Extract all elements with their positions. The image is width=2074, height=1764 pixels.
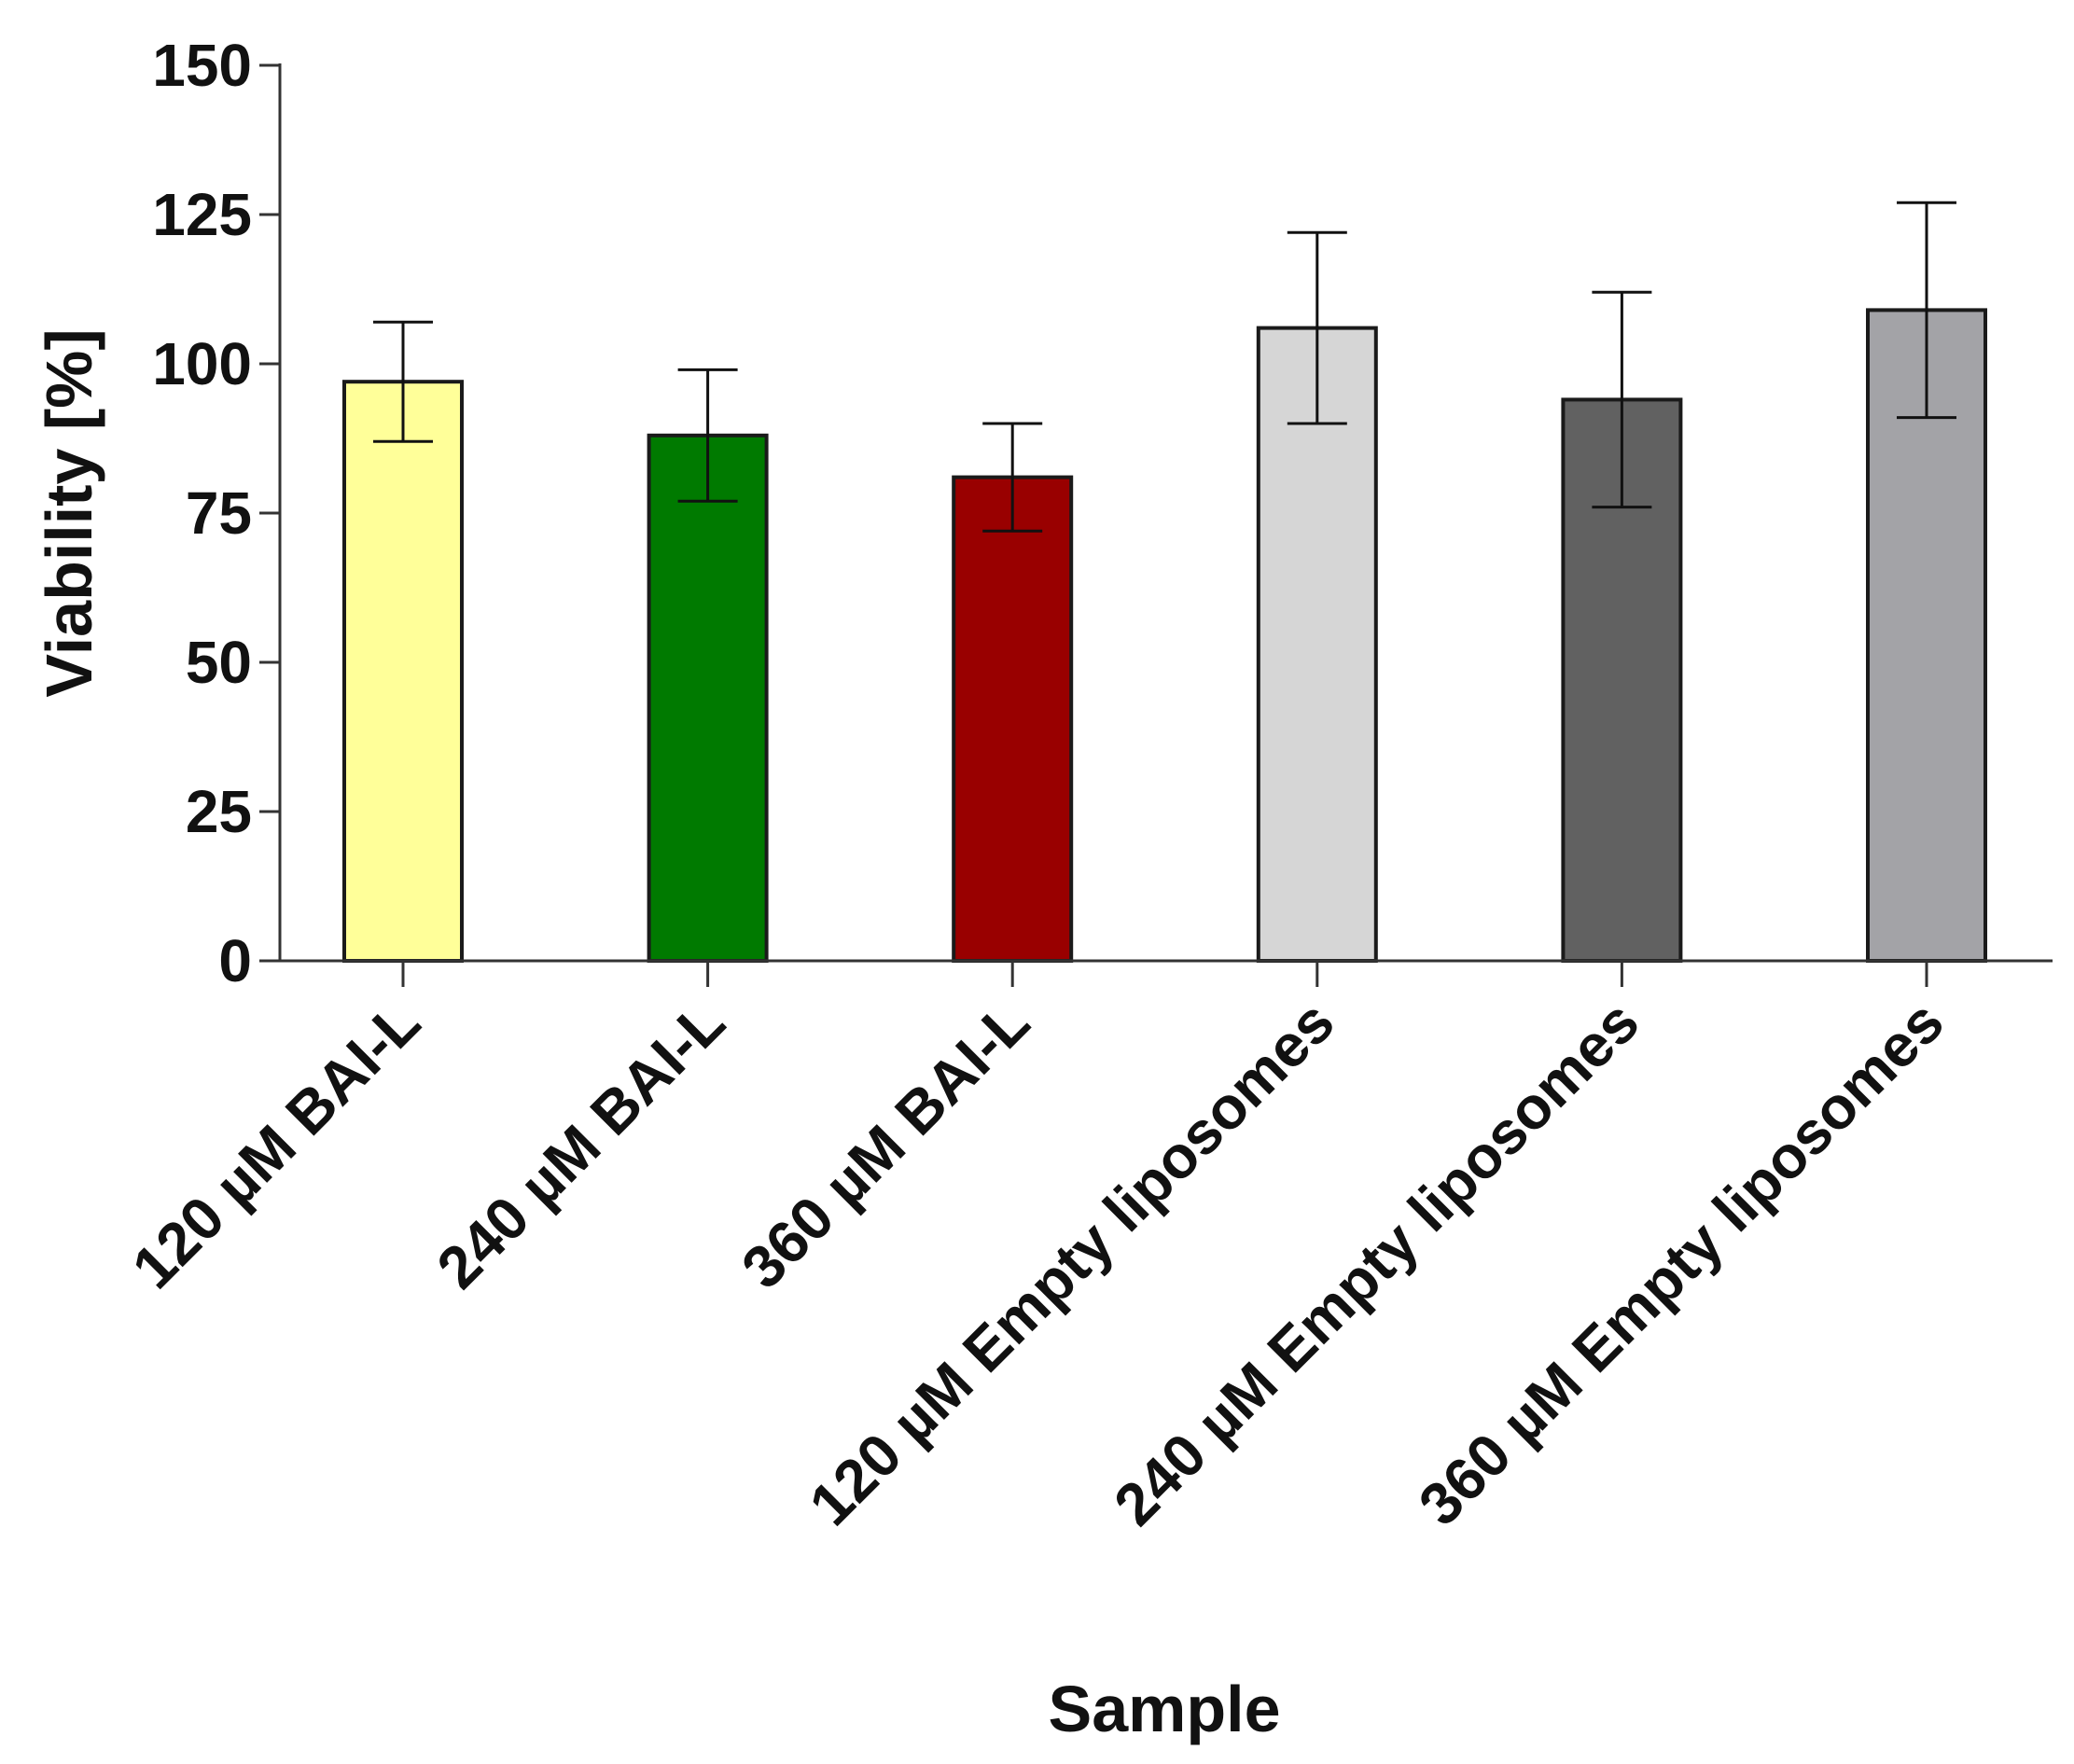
bar	[647, 433, 769, 963]
y-tick-label: 100	[152, 330, 252, 397]
x-tick-label: 120 µM BAI-L	[119, 988, 433, 1301]
bar	[342, 380, 464, 963]
y-tick-label: 75	[186, 479, 252, 547]
y-tick-label: 125	[152, 181, 252, 248]
y-tick-label: 0	[218, 927, 252, 994]
x-tick-label: 240 µM BAI-L	[425, 988, 738, 1301]
y-ticks-layer: 0 25 50 75 100 125 150	[152, 32, 280, 994]
x-tick-label: 240 µM Empty liposomes	[1101, 988, 1651, 1538]
y-tick-label: 25	[186, 778, 252, 845]
x-tick-label: 360 µM BAI-L	[729, 988, 1042, 1301]
error-bars-layer	[373, 201, 1956, 533]
x-axis-title: Sample	[1049, 1673, 1281, 1745]
x-tick-label: 120 µM Empty liposomes	[797, 988, 1347, 1538]
x-tick-label: 360 µM Empty liposomes	[1406, 988, 1956, 1538]
y-tick-label: 50	[186, 629, 252, 696]
bar	[1256, 326, 1378, 964]
y-tick-label: 150	[152, 32, 252, 99]
y-axis-title: Viability [%]	[33, 328, 105, 697]
bars-layer	[342, 308, 1987, 964]
bar	[952, 475, 1074, 964]
